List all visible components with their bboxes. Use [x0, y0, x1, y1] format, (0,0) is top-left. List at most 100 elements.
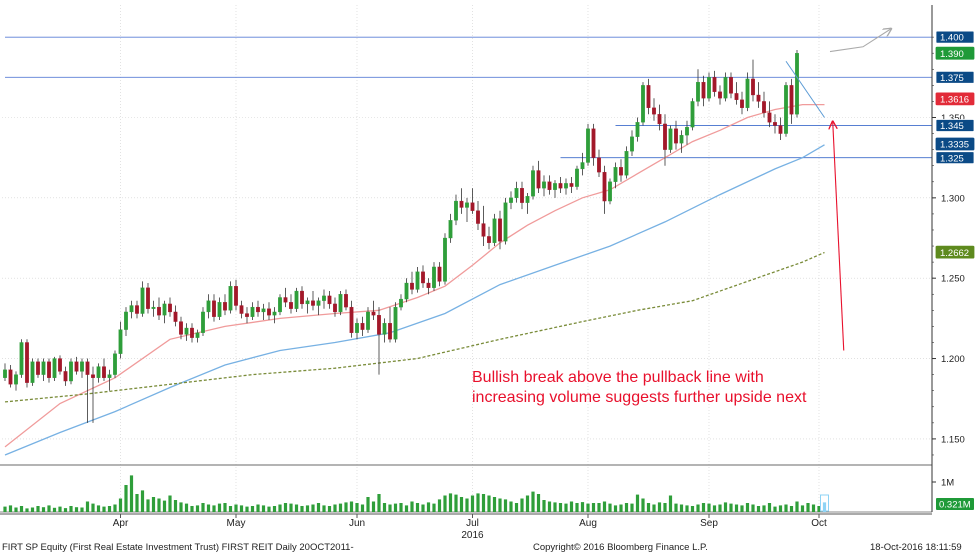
candle-body — [487, 236, 491, 243]
volume-bar — [360, 504, 365, 512]
volume-bar — [261, 505, 266, 512]
candle-body — [734, 93, 739, 100]
candle-body — [201, 311, 205, 333]
volume-bar — [190, 506, 194, 512]
candle-body — [107, 374, 112, 378]
candle-body — [85, 361, 90, 375]
volume-bar — [734, 504, 739, 512]
candle-body — [404, 282, 409, 300]
volume-bar — [459, 497, 464, 512]
candle-body — [179, 321, 183, 335]
volume-bar — [140, 490, 145, 512]
candle-body — [80, 361, 84, 372]
candle-body — [250, 306, 255, 317]
candle-body — [729, 77, 733, 94]
volume-bar — [822, 502, 827, 512]
candle-body — [624, 151, 629, 176]
moving-average-line — [4, 144, 825, 456]
candle-body — [421, 271, 425, 284]
volume-bar — [157, 498, 161, 512]
candle-body — [547, 181, 552, 190]
candle-body — [454, 200, 458, 221]
candle-body — [91, 374, 95, 378]
volume-bar — [338, 503, 343, 512]
volume-bar — [223, 503, 227, 512]
volume-bar — [393, 503, 398, 512]
price-label-box — [935, 245, 975, 259]
candle-body — [619, 167, 623, 176]
candle-body — [388, 323, 392, 340]
volume-bar — [19, 506, 24, 512]
volume-bar — [74, 507, 79, 512]
volume-bar — [58, 506, 62, 512]
candle-body — [322, 295, 326, 301]
volume-bar — [217, 503, 222, 512]
candle-body — [371, 311, 376, 316]
price-label-text: 1.3335 — [940, 140, 969, 151]
candle-body — [162, 303, 167, 316]
candle-body — [184, 327, 189, 335]
candle-body — [564, 183, 568, 189]
volume-bar — [503, 499, 508, 512]
candle-body — [718, 91, 722, 99]
volume-bar — [96, 505, 101, 512]
volume-bar — [212, 505, 216, 512]
candle-body — [701, 81, 706, 99]
volume-bar — [756, 506, 761, 512]
candle-body — [514, 188, 519, 198]
candle-body — [613, 167, 618, 182]
volume-bar — [784, 504, 788, 512]
volume-bar — [272, 506, 277, 512]
candle-body — [234, 286, 238, 306]
volume-bar — [366, 497, 370, 512]
candle-body — [432, 266, 436, 288]
candle-body — [751, 78, 755, 96]
candle-body — [459, 200, 464, 208]
candle-body — [591, 128, 596, 158]
volume-bar — [795, 501, 799, 512]
month-label: May — [227, 518, 246, 529]
pullback-trendline — [785, 60, 825, 118]
year-label: 2016 — [461, 530, 484, 540]
candle-body — [542, 181, 546, 189]
volume-bar — [712, 505, 717, 512]
volume-bar — [25, 508, 29, 512]
volume-bar — [575, 503, 579, 512]
volume-bar — [751, 504, 755, 512]
candle-body — [113, 353, 117, 375]
upside-arrow — [829, 29, 891, 53]
candle-body — [338, 294, 343, 313]
volume-bar — [179, 502, 183, 512]
month-label: Apr — [113, 518, 129, 529]
volume-bar — [47, 505, 51, 512]
candle-body — [437, 266, 442, 282]
volume-bar — [679, 504, 684, 512]
month-label: Jul — [466, 518, 479, 529]
volume-bar — [646, 503, 651, 512]
candle-body — [30, 361, 35, 383]
candle-body — [223, 302, 227, 311]
moving-average-line — [4, 103, 825, 448]
candle-body — [696, 81, 700, 102]
volume-bar — [652, 504, 656, 512]
volume-bar — [135, 494, 139, 512]
candle-body — [679, 135, 684, 144]
candle-body — [569, 183, 574, 187]
candle-body — [283, 297, 288, 303]
volume-bar — [657, 502, 662, 512]
volume-bar — [399, 503, 403, 512]
volume-bar — [250, 506, 255, 512]
candle-body — [465, 202, 469, 208]
volume-bar — [492, 497, 497, 512]
candle-body — [657, 114, 662, 125]
volume-bar — [707, 503, 711, 512]
volume-bar — [382, 503, 387, 512]
price-tick-label: 1.250 — [941, 274, 965, 285]
volume-bar — [597, 503, 601, 512]
candle-body — [355, 323, 359, 333]
volume-bar — [14, 507, 18, 512]
volume-bar — [718, 504, 722, 512]
candle-body — [41, 361, 46, 375]
candle-body — [3, 369, 7, 378]
candle-body — [124, 311, 128, 330]
